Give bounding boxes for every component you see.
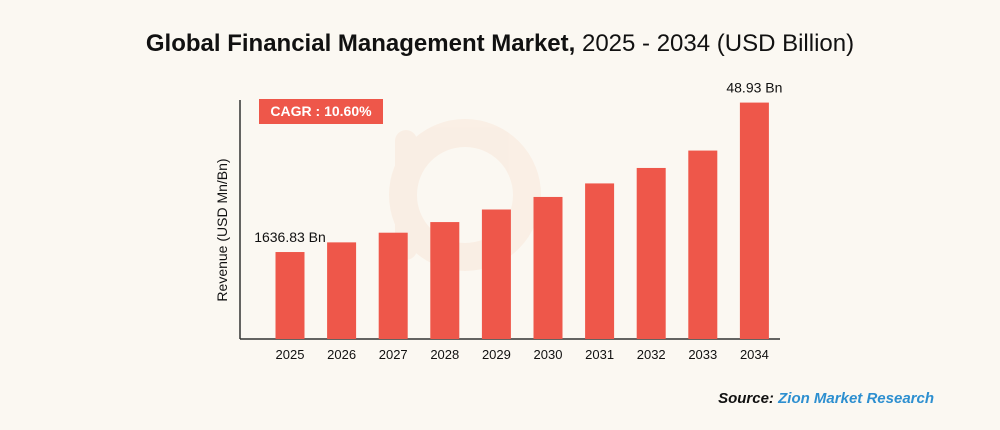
x-tick-label: 2025 [276, 347, 305, 362]
cagr-badge: CAGR : 10.60% [259, 99, 383, 124]
data-label: 48.93 Bn [726, 80, 782, 96]
y-axis-label: Revenue (USD Mn/Bn) [214, 158, 230, 301]
bar-2034 [739, 102, 769, 339]
x-tick-label: 2027 [379, 347, 408, 362]
source-name: Zion Market Research [778, 390, 934, 407]
x-tick-label: 2033 [688, 347, 717, 362]
cagr-badge-text: CAGR : 10.60% [270, 103, 372, 119]
x-tick-label: 2026 [327, 347, 356, 362]
bar-2029 [481, 209, 511, 339]
source-credit: Source: Zion Market Research [718, 390, 934, 407]
bar-2028 [430, 222, 460, 339]
data-labels: 1636.83 Bn 48.93 Bn [254, 80, 782, 245]
bar-2027 [378, 232, 408, 339]
x-tick-label: 2032 [637, 347, 666, 362]
x-tick-label: 2028 [430, 347, 459, 362]
bar-2032 [636, 167, 666, 339]
bar-2030 [533, 196, 563, 339]
watermark-logo-icon [389, 119, 541, 271]
bar-2026 [327, 242, 357, 339]
source-label: Source: [718, 390, 774, 407]
x-tick-label: 2030 [534, 347, 563, 362]
chart-title-main: Global Financial Management Market, [145, 30, 576, 57]
x-tick-label: 2029 [482, 347, 511, 362]
bar-2033 [688, 150, 718, 339]
chart-title-range: 2025 - 2034 (USD Billion) [581, 30, 855, 57]
x-tick-labels: 2025 2026 2027 2028 2029 2030 2031 2032 2033 2034 [276, 347, 769, 362]
bar-2025 [275, 252, 305, 339]
bars-group [275, 102, 769, 339]
chart-title: Global Financial Management Market, 2025… [0, 30, 1000, 58]
x-tick-label: 2034 [740, 347, 769, 362]
bar-2031 [585, 183, 615, 339]
data-label: 1636.83 Bn [254, 229, 326, 245]
x-tick-label: 2031 [585, 347, 614, 362]
